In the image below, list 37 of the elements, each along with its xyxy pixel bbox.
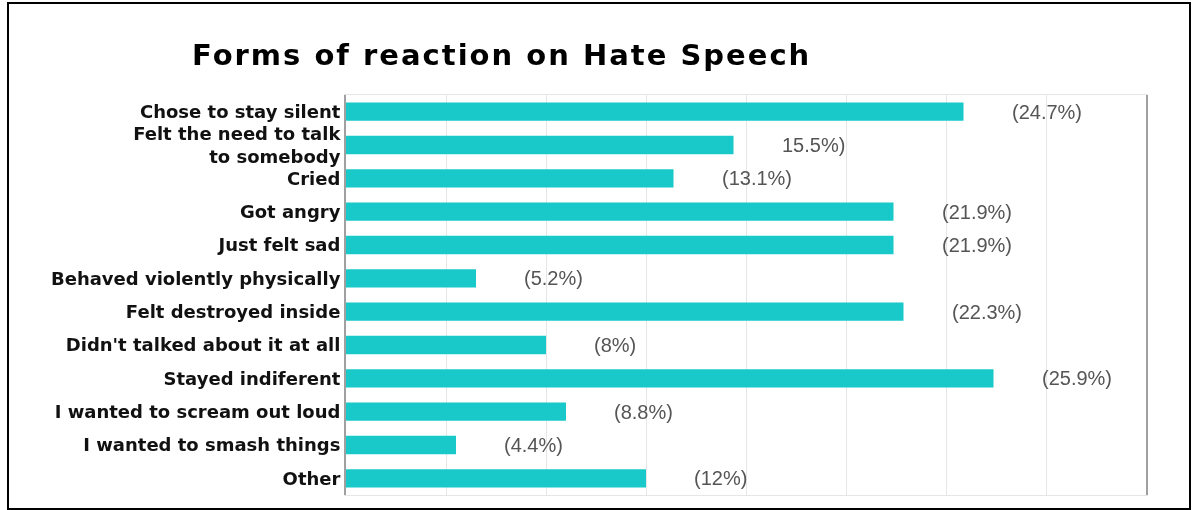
data-label: 15.5%) [782, 134, 846, 156]
data-label: (8%) [594, 334, 637, 356]
bar [346, 402, 566, 421]
data-label: (5.2%) [524, 267, 583, 289]
data-label: (25.9%) [1042, 367, 1113, 389]
bar [346, 102, 964, 121]
y-tick-label: I wanted to scream out loud [54, 400, 341, 422]
y-tick-label: Cried [287, 167, 341, 189]
bar [346, 235, 894, 255]
bar [346, 469, 646, 488]
data-label: (4.4%) [504, 434, 563, 456]
data-label: (21.9%) [942, 234, 1013, 256]
bar [346, 135, 734, 155]
data-label: (22.3%) [952, 301, 1023, 323]
bar [346, 302, 904, 321]
y-tick-label: Just felt sad [216, 234, 341, 256]
bar [346, 269, 476, 288]
y-tick-label: Behaved violently physically [50, 267, 341, 289]
y-tick-label: Didn't talked about it at all [65, 334, 341, 356]
data-label: (24.7%) [1012, 101, 1083, 123]
bar [346, 369, 994, 388]
bar [346, 202, 894, 221]
data-label: (12%) [694, 467, 748, 489]
bar [346, 435, 456, 455]
bar [346, 169, 674, 188]
chart-title: Forms of reaction on Hate Speech [192, 38, 812, 73]
data-label: (21.9%) [942, 201, 1013, 223]
y-tick-label: Stayed indiferent [163, 367, 341, 389]
y-tick-label: Felt destroyed inside [125, 300, 341, 322]
y-tick-label: Felt the need to talk to somebody [133, 122, 342, 167]
bar [346, 335, 546, 355]
y-tick-label: Chose to stay silent [139, 100, 341, 122]
y-tick-label: Other [282, 467, 341, 489]
y-tick-label: I wanted to smash things [83, 434, 341, 456]
data-label: (13.1%) [722, 167, 793, 189]
y-tick-label: Got angry [239, 200, 341, 222]
data-label: (8.8%) [614, 401, 673, 423]
